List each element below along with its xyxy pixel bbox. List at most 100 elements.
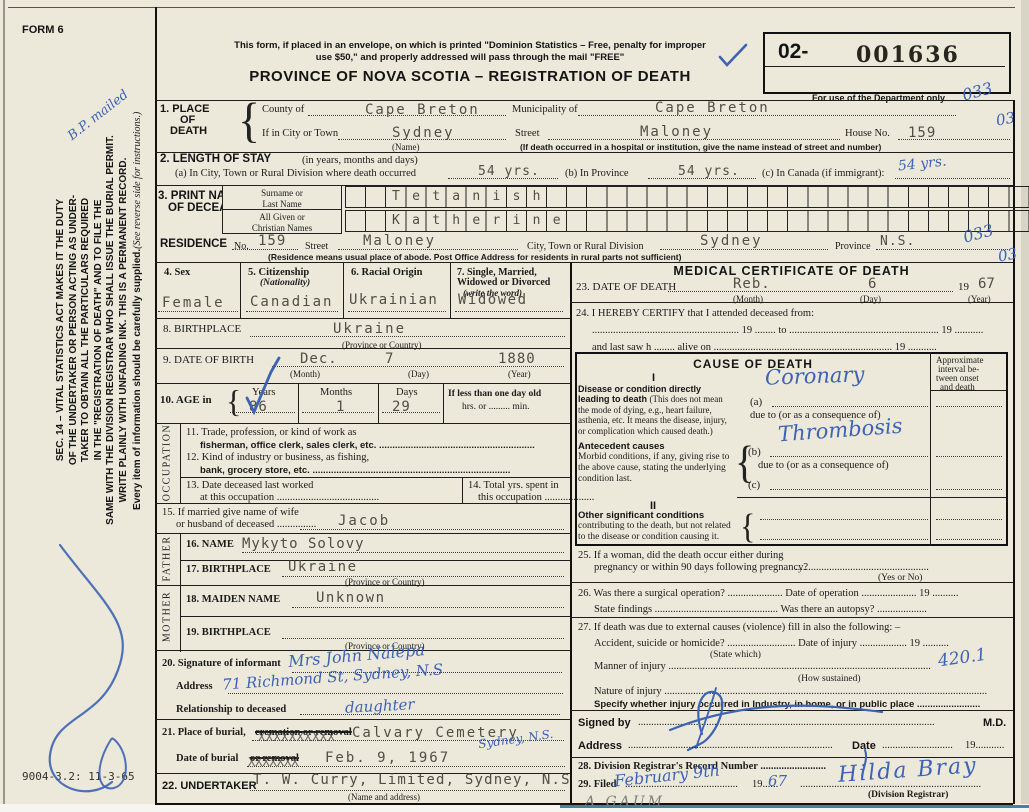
city-value: Sydney (392, 125, 455, 141)
mother-strip-label: MOTHER (161, 590, 173, 643)
s25-line-2: pregnancy or within 90 days following pr… (594, 562, 809, 573)
date-label: Date (852, 740, 876, 752)
death-year-printed: 19 (958, 281, 969, 293)
cause-header: CAUSE OF DEATH (693, 357, 813, 371)
house-no-line (898, 139, 1010, 140)
residence-street-label: Street (305, 241, 329, 252)
occupation-strip-divider (180, 423, 181, 503)
s15-line (300, 529, 564, 530)
residence-city-label: City, Town or Rural Division (527, 241, 644, 252)
s27-how-sustained-hint: (How sustained) (798, 674, 861, 684)
form-bottom-border (155, 803, 1013, 805)
informant-address-line (228, 693, 563, 694)
dob-year-value: 1880 (498, 351, 536, 367)
s4-5-divider (240, 262, 241, 318)
death-year-value: 67 (978, 276, 995, 292)
s2a-value: 54 yrs. (478, 164, 540, 179)
age-brace: { (226, 383, 242, 419)
interval-header-3: tween onset (936, 373, 979, 383)
interval-header-2: interval be- (938, 364, 980, 374)
cause-a-label: (a) (750, 396, 763, 408)
informant-sig-line (292, 672, 562, 673)
s2a-label: (a) In City, Town or Rural Division wher… (175, 168, 416, 179)
cause-description-1-bold: Disease or condition directly leading to… (578, 384, 702, 405)
print-code: 9004-3.2: 11-3-65 (22, 770, 135, 783)
citizenship-line (246, 311, 338, 312)
row-line (570, 757, 1013, 758)
row-line (155, 585, 570, 586)
s27-nature-line: Nature of injury .......................… (594, 686, 988, 697)
s2a-line (448, 178, 558, 179)
row-line (155, 348, 570, 349)
s13-label-1: 13. Date deceased last worked (186, 480, 314, 491)
death-date-line (668, 291, 953, 292)
department-caption: For use of the Department only (812, 93, 946, 103)
sex-value: Female (162, 295, 225, 311)
given-name-label-box: All Given or Christian Names (222, 209, 342, 234)
other-line-2 (760, 539, 928, 540)
sidebar-instructions-line: Every item of information should be care… (132, 112, 148, 510)
mother-maiden-value: Unknown (316, 590, 386, 606)
s28-label: 28. Division Registrar's Record Number .… (578, 761, 826, 772)
s6-7-divider (450, 262, 451, 318)
burial-place-xx-overstrike: XXXXXXXXXX (258, 730, 336, 744)
residence-no-line (232, 249, 298, 250)
marital-label3: (write the word) (463, 288, 523, 298)
residence-city-line (660, 249, 828, 250)
age-days-line (382, 412, 440, 413)
s1-label-3: DEATH (170, 125, 208, 137)
surname-label-box: Surname or Last Name (222, 185, 342, 210)
marital-value: Widowed (458, 292, 528, 308)
birthplace-line (250, 336, 565, 337)
death-day-value: 6 (868, 276, 877, 292)
death-month-value: Reb. (733, 276, 771, 292)
parent-strip-divider (180, 533, 181, 652)
birthplace-hint: (Province or Country) (342, 340, 422, 350)
father-birthplace-hint: (Province or Country) (345, 577, 425, 587)
department-number-box (763, 32, 1011, 94)
doctor-signature (668, 687, 884, 752)
pencil-note: A GAUM (585, 794, 665, 810)
street-label: Street (515, 128, 540, 139)
s2b-line (648, 178, 756, 179)
dob-month-hint: (Month) (290, 369, 320, 379)
signed-by-label: Signed by (578, 717, 631, 729)
informant-relationship-value: daughter (344, 695, 415, 717)
racial-origin-line (348, 311, 446, 312)
municipality-line (578, 115, 956, 116)
residence-province-label: Province (835, 241, 871, 252)
s27-state-which-hint: (State which) (710, 650, 761, 660)
top-rule (8, 7, 1015, 8)
row-line (155, 262, 1013, 263)
father-birthplace-value: Ukraine (288, 559, 358, 575)
s14-label-2: this occupation ................... (478, 492, 595, 503)
other-line-1 (760, 519, 928, 520)
cause-c-label: (c) (748, 479, 761, 491)
city-line (338, 139, 506, 140)
informant-address-label: Address (176, 681, 213, 692)
birthplace-value: Ukraine (333, 321, 407, 337)
mother-birthplace-label: 19. BIRTHPLACE (186, 627, 271, 638)
residence-label: RESIDENCE (160, 238, 228, 250)
age-check-icon (245, 356, 281, 416)
s2-label2: (in years, months and days) (302, 155, 418, 166)
division-registrar-hint: (Division Registrar) (868, 790, 949, 800)
row-line (155, 318, 570, 319)
s13-14-divider (462, 477, 463, 503)
death-month-hint: (Month) (733, 294, 763, 304)
age-days-label: Days (396, 387, 418, 398)
s27-line-2: Accident, suicide or homicide? .........… (594, 638, 949, 649)
row-line (155, 423, 570, 424)
form-right-border (1013, 100, 1015, 804)
sidebar-every-item: Every item of information should be care… (132, 248, 143, 510)
mother-maiden-label: 18. MAIDEN NAME (186, 594, 281, 605)
s2c-label: (c) In Canada (if immigrant): (762, 168, 885, 179)
antecedent-brace: { (735, 435, 755, 488)
burial-date-struck-text: or removal (250, 753, 299, 764)
age-label: 10. AGE in (160, 394, 212, 406)
death-date-label: 23. DATE OF DEATH (576, 281, 677, 293)
burial-date-label: Date of burial (176, 753, 239, 764)
antecedent-description: Morbid conditions, if any, giving rise t… (578, 452, 730, 484)
mother-birthplace-line (282, 638, 564, 639)
